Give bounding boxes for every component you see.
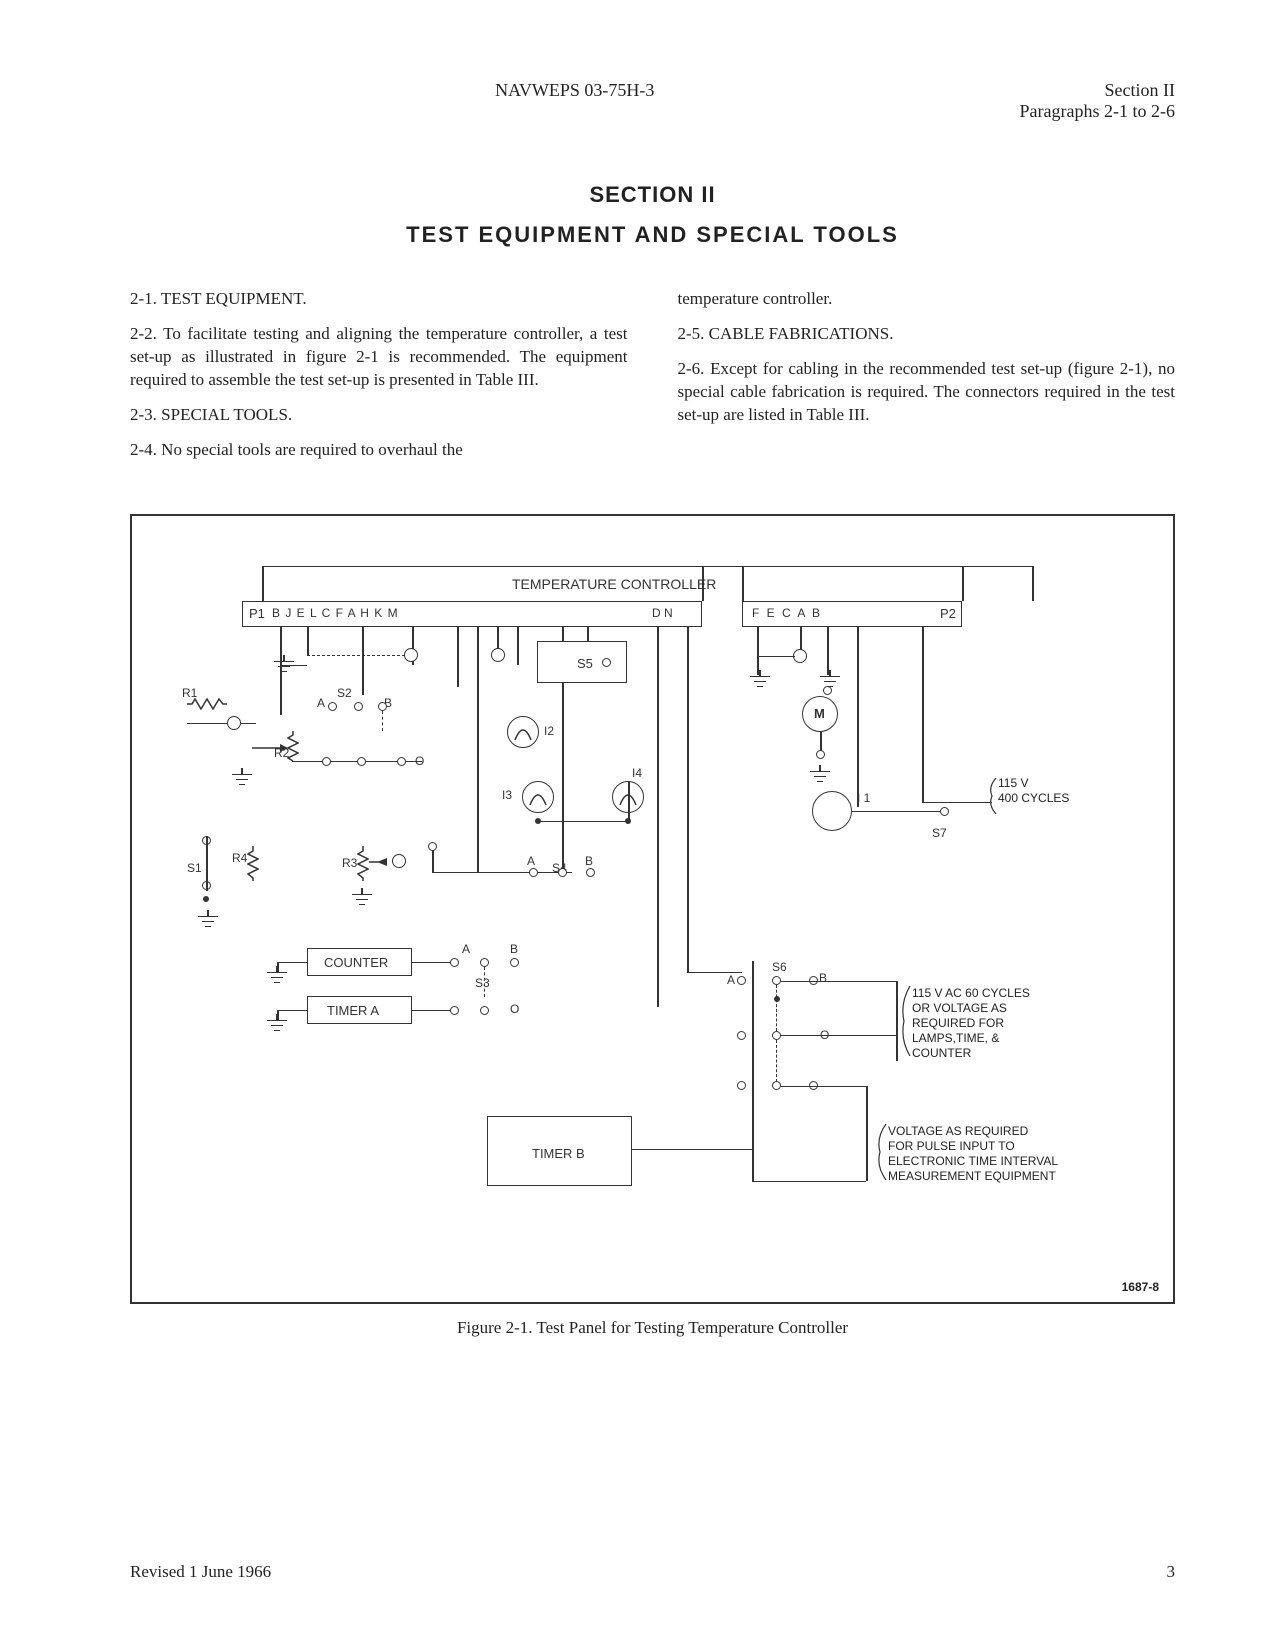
p2-label: P2 [940,606,956,621]
figure-id: 1687-8 [1122,1280,1159,1294]
page-footer: Revised 1 June 1966 3 [130,1562,1175,1582]
ground-counter [267,972,287,986]
ground-s1 [198,916,218,930]
p1-pins: B J E L C F A H K M [272,606,399,620]
lamp-i1-icon [812,791,852,831]
s7-label: S7 [932,826,947,840]
s6-a-label: A [727,973,735,987]
s3-b-label: B [510,942,518,956]
section-title: SECTION II [130,182,1175,208]
s1-label: S1 [187,861,202,875]
s3-a-label: A [462,942,470,956]
r4-label: R4 [232,851,247,865]
s4-b-label: B [585,854,593,868]
arrow-icon [252,741,288,755]
schematic-diagram: P1 B J E L C F A H K M D N F E C A B P2 … [132,516,1173,1302]
temperature-controller-title: TEMPERATURE CONTROLLER [512,576,716,592]
page-header: NAVWEPS 03-75H-3 Section II Paragraphs 2… [130,80,1175,122]
ground-m [810,771,830,785]
page-number: 3 [1167,1562,1176,1582]
body-columns: 2-1. TEST EQUIPMENT. 2-2. To facilitate … [130,288,1175,474]
s5-label: S5 [577,656,593,671]
s4-a-label: A [527,854,535,868]
ground-icon-2 [232,774,252,788]
para-2-6: 2-6. Except for cabling in the recommend… [678,358,1176,427]
arrow-r3-icon [369,856,387,868]
o-label-2: O [510,1002,519,1016]
power-pulse-label: VOLTAGE AS REQUIRED FOR PULSE INPUT TO E… [888,1124,1098,1184]
para-2-4-cont: temperature controller. [678,288,1176,311]
s6-b-label: B [819,971,827,985]
figure-caption: Figure 2-1. Test Panel for Testing Tempe… [130,1318,1175,1338]
o-label-1: O [415,754,424,768]
resistor-r4-icon [247,846,259,881]
ground-r3 [352,894,372,908]
s2-label: S2 [337,686,352,700]
section-subtitle: TEST EQUIPMENT AND SPECIAL TOOLS [130,222,1175,248]
power-400-label: 115 V 400 CYCLES [998,776,1069,806]
i2-label: I2 [544,724,554,738]
m-label: M [814,706,825,721]
p1-label: P1 [249,606,265,621]
timer-b-label: TIMER B [532,1146,585,1161]
p2-pins: F E C A B [752,606,822,620]
r3-label: R3 [342,856,357,870]
figure-frame: P1 B J E L C F A H K M D N F E C A B P2 … [130,514,1175,1304]
i3-label: I3 [502,788,512,802]
s6-label: S6 [772,960,787,974]
resistor-r2-icon [287,731,299,761]
para-2-3: 2-3. SPECIAL TOOLS. [130,404,628,427]
doc-id: NAVWEPS 03-75H-3 [495,80,654,100]
revised-date: Revised 1 June 1966 [130,1562,271,1582]
s2-a-label: A [317,696,325,710]
timer-a-label: TIMER A [327,1003,379,1018]
i1-label: I 1 [857,791,870,805]
paragraph-range: Paragraphs 2-1 to 2-6 [1020,101,1175,122]
para-2-5: 2-5. CABLE FABRICATIONS. [678,323,1176,346]
s3-label: S3 [475,976,490,990]
para-2-1: 2-1. TEST EQUIPMENT. [130,288,628,311]
power-60-label: 115 V AC 60 CYCLES OR VOLTAGE AS REQUIRE… [912,986,1092,1061]
para-2-2: 2-2. To facilitate testing and aligning … [130,323,628,392]
counter-label: COUNTER [324,955,388,970]
left-column: 2-1. TEST EQUIPMENT. 2-2. To facilitate … [130,288,628,474]
section-label: Section II [1020,80,1175,101]
i4-label: I4 [632,766,642,780]
ground-timera [267,1020,287,1034]
p1-pins-dn: D N [652,606,673,620]
ground-p2-1 [750,676,770,690]
ground-icon [274,661,294,675]
para-2-4: 2-4. No special tools are required to ov… [130,439,628,462]
resistor-r3-icon [357,846,369,881]
resistor-r1-icon [187,698,227,710]
right-column: temperature controller. 2-5. CABLE FABRI… [678,288,1176,474]
